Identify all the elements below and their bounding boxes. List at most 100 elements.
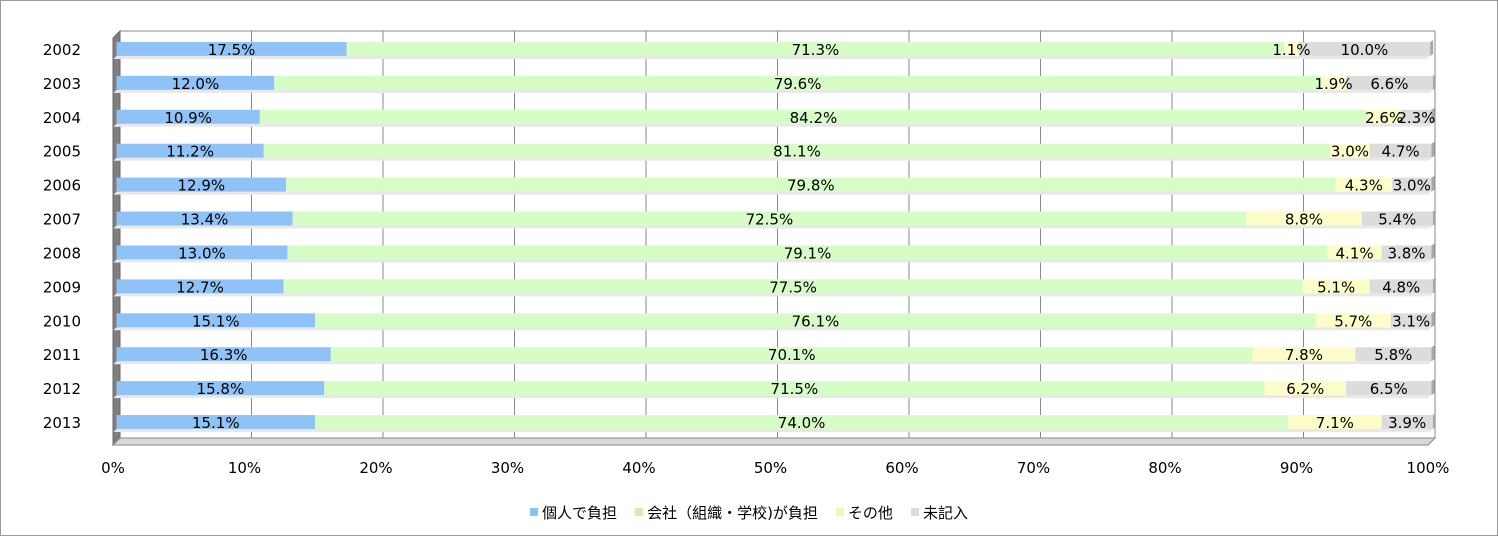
bar-segment (1246, 211, 1362, 226)
legend-swatch (910, 508, 919, 516)
bar-segment (1330, 143, 1370, 158)
y-category-label: 2012 (43, 380, 81, 398)
data-label: 3.9% (1388, 414, 1426, 432)
data-label: 12.7% (176, 278, 224, 296)
bar-depth (113, 395, 325, 399)
bar-segment (1355, 347, 1432, 362)
bar-segment (1381, 245, 1432, 260)
legend-item: 未記入 (910, 502, 968, 523)
bar-end-cap (1431, 107, 1435, 124)
data-label: 13.0% (178, 244, 226, 262)
data-label: 4.7% (1382, 143, 1420, 161)
bar-depth (1358, 225, 1433, 229)
bar-depth (1378, 259, 1432, 263)
bar-segment (1381, 415, 1433, 430)
bar-depth (1364, 123, 1402, 127)
bar-depth (1249, 361, 1356, 365)
data-label: 76.1% (792, 312, 840, 330)
x-tick-label: 100% (1407, 459, 1450, 477)
data-label: 5.4% (1378, 211, 1416, 229)
data-label: 2.6% (1365, 109, 1403, 127)
bar-depth (283, 191, 1336, 195)
bar-depth (1281, 55, 1299, 59)
bar-depth (260, 157, 1331, 161)
bar-segment (259, 109, 1368, 124)
bar-depth (271, 89, 1322, 93)
bar-segment (1369, 143, 1432, 158)
bar-segment (324, 381, 1265, 396)
data-label: 5.1% (1317, 278, 1355, 296)
bar-depth (1261, 395, 1347, 399)
bar-segment (116, 143, 264, 158)
floor (111, 437, 1437, 446)
bar-segment (263, 143, 1331, 158)
bar-depth (1389, 191, 1432, 195)
y-category-label: 2010 (43, 312, 81, 330)
legend-swatch (835, 508, 844, 516)
bar-segment (1284, 41, 1299, 56)
bar-end-cap (1432, 277, 1436, 294)
data-label: 79.8% (787, 177, 835, 195)
bar-segment (330, 347, 1253, 362)
bar-depth (1243, 225, 1362, 229)
data-label: 77.5% (769, 278, 817, 296)
bar-segment (1288, 415, 1382, 430)
data-label: 10.9% (164, 109, 212, 127)
chart-legend: 個人で負担 会社（組織・学校)が負担 その他 未記入 (0, 500, 1498, 524)
data-label: 8.8% (1285, 211, 1323, 229)
data-label: 15.8% (197, 380, 245, 398)
legend-swatch (530, 508, 539, 516)
data-label: 81.1% (773, 143, 821, 161)
bar-depth (1327, 157, 1370, 161)
bar-depth (1343, 395, 1432, 399)
x-tick-label: 30% (491, 459, 524, 477)
bar-segment (1369, 279, 1433, 294)
bar-segment (1327, 245, 1382, 260)
bar-end-cap (1432, 413, 1436, 430)
bar-depth (1285, 429, 1382, 433)
legend-item: 個人で負担 (530, 502, 617, 523)
data-label: 4.1% (1336, 244, 1374, 262)
x-tick-label: 40% (622, 459, 655, 477)
bar-depth (113, 361, 331, 365)
bar-segment (116, 177, 287, 192)
data-label: 2.3% (1397, 109, 1435, 127)
bar-depth (1318, 89, 1347, 93)
bar-segment (283, 279, 1303, 294)
data-label: 6.5% (1370, 380, 1408, 398)
bar-depth (1324, 259, 1382, 263)
x-tick-label: 60% (885, 459, 918, 477)
bar-segment (1361, 211, 1433, 226)
x-tick-label: 10% (228, 459, 261, 477)
bar-segment (116, 245, 288, 260)
data-label: 17.5% (208, 41, 256, 59)
bar-depth (113, 55, 347, 59)
data-label: 70.1% (768, 346, 816, 364)
bar-depth (284, 259, 1328, 263)
data-label: 3.1% (1392, 312, 1430, 330)
data-label: 13.4% (181, 211, 229, 229)
bar-depth (289, 225, 1247, 229)
bar-segment (1367, 109, 1402, 124)
bar-segment (116, 109, 260, 124)
bar-depth (113, 259, 288, 263)
data-label: 12.9% (177, 177, 225, 195)
bar-depth (343, 55, 1285, 59)
bar-segment (1390, 313, 1432, 328)
bar-depth (113, 123, 260, 127)
bar-depth (321, 395, 1265, 399)
bar-depth (1299, 293, 1370, 297)
data-label: 74.0% (778, 414, 826, 432)
bar-depth (280, 293, 1303, 297)
y-category-label: 2003 (43, 75, 81, 93)
data-label: 11.2% (166, 143, 214, 161)
data-label: 84.2% (790, 109, 838, 127)
bar-segment (287, 245, 1328, 260)
bar-depth (1366, 157, 1432, 161)
bar-depth (1352, 361, 1432, 365)
data-label: 6.6% (1370, 75, 1408, 93)
data-label: 5.7% (1334, 312, 1372, 330)
x-tick-label: 70% (1017, 459, 1050, 477)
y-category-label: 2013 (43, 414, 81, 432)
bar-segment (1252, 347, 1356, 362)
